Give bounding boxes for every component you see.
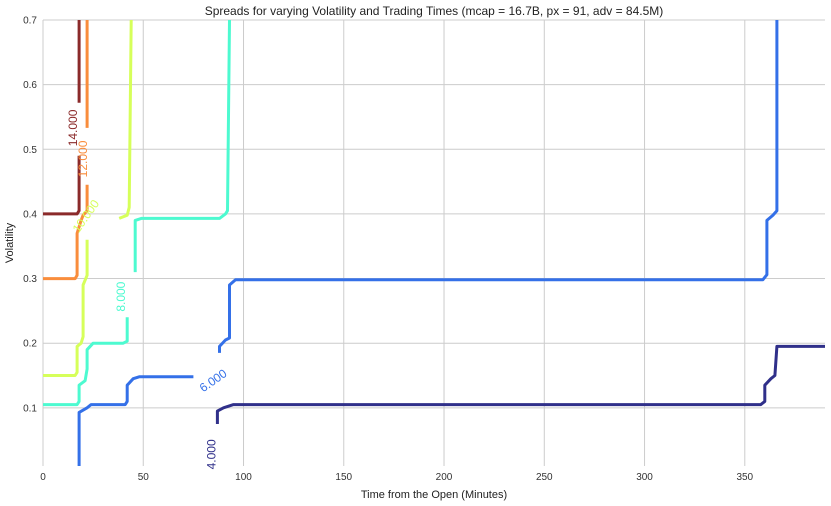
- contour-line-6-000-seg-0: [77, 375, 194, 466]
- contour-line-4-000-seg-0: [215, 344, 825, 424]
- y-tick-label: 0.3: [23, 274, 37, 285]
- y-tick-label: 0.1: [23, 403, 37, 414]
- contour-line-10-000-seg-1: [118, 19, 133, 220]
- contour-label-12-000: 12.000: [76, 140, 90, 177]
- x-tick-label: 300: [636, 472, 653, 483]
- grid-lines: [42, 19, 825, 466]
- contour-line-8-000-seg-0: [43, 317, 129, 407]
- x-tick-label: 150: [335, 472, 352, 483]
- y-axis-label: Volatility: [4, 222, 16, 263]
- x-tick-label: 350: [736, 472, 753, 483]
- contour-label-14-000: 14.000: [66, 109, 80, 146]
- x-tick-label: 250: [536, 472, 553, 483]
- y-tick-labels: 0.1 0.2 0.3 0.4 0.5 0.6 0.7: [23, 16, 37, 415]
- y-tick-label: 0.2: [23, 339, 37, 350]
- contour-lines: [43, 19, 825, 466]
- y-tick-label: 0.7: [23, 16, 37, 27]
- y-tick-label: 0.6: [23, 80, 37, 91]
- x-axis-label: Time from the Open (Minutes): [361, 489, 507, 501]
- contour-line-14-000-seg-0: [43, 155, 81, 216]
- x-tick-label: 100: [235, 472, 252, 483]
- y-tick-label: 0.4: [23, 209, 37, 220]
- x-tick-label: 0: [40, 472, 46, 483]
- contour-label-4-000: 4.000: [204, 439, 218, 469]
- contour-line-12-000-seg-0: [43, 184, 89, 281]
- plot-background: [43, 20, 825, 466]
- contour-line-8-000-seg-1: [133, 19, 231, 273]
- contour-line-10-000-seg-0: [43, 239, 89, 377]
- contour-label-8-000: 8.000: [114, 281, 128, 311]
- y-tick-label: 0.5: [23, 145, 37, 156]
- contour-line-6-000-seg-1: [218, 20, 779, 353]
- x-tick-label: 200: [436, 472, 453, 483]
- x-tick-label: 50: [138, 472, 150, 483]
- x-tick-labels: 0 50 100 150 200 250 300 350: [40, 472, 753, 483]
- chart-title: Spreads for varying Volatility and Tradi…: [205, 4, 664, 18]
